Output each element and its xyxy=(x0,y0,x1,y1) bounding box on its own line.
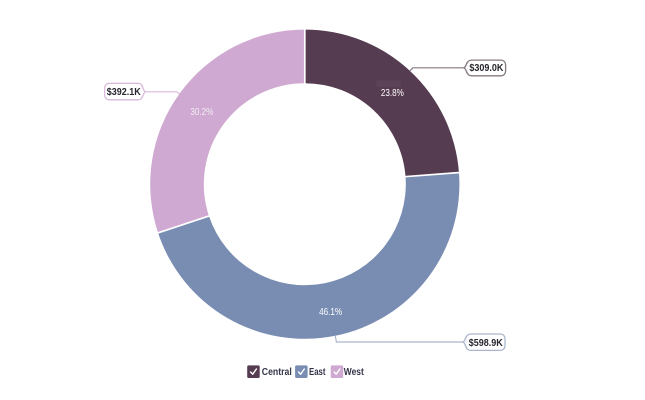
svg-text:30.2%: 30.2% xyxy=(190,107,213,118)
svg-text:$309.0K: $309.0K xyxy=(469,63,504,74)
svg-text:East: East xyxy=(309,367,326,378)
svg-text:Central: Central xyxy=(262,367,292,378)
svg-text:West: West xyxy=(344,367,365,378)
svg-text:23.8%: 23.8% xyxy=(381,88,404,99)
svg-text:$598.9K: $598.9K xyxy=(469,338,504,349)
svg-text:46.1%: 46.1% xyxy=(319,307,342,318)
svg-text:$392.1K: $392.1K xyxy=(107,87,142,98)
